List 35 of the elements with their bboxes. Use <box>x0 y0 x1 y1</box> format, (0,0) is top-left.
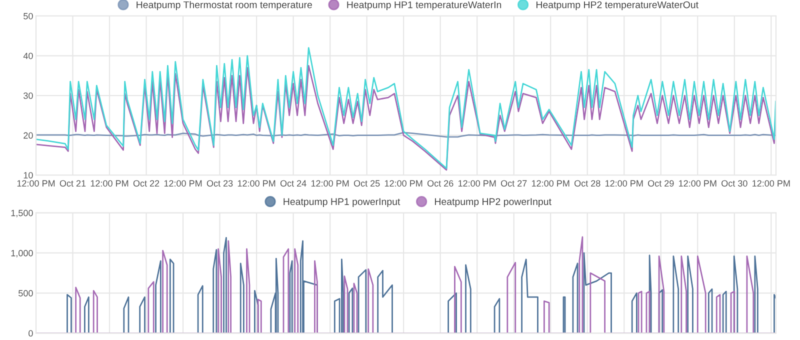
x-tick-label: 12:00 PM <box>17 180 55 187</box>
x-tick-label: Oct 25 <box>354 180 380 187</box>
y-tick-label: 30 <box>24 92 33 99</box>
x-tick-label: 12:00 PM <box>752 180 790 187</box>
y-tick-label: 50 <box>24 12 33 20</box>
x-tick-label: 12:00 PM <box>384 180 422 187</box>
x-tick-label: Oct 27 <box>500 180 527 187</box>
legend-label: Heatpump HP1 powerInput <box>284 198 400 208</box>
x-tick-label: 12:00 PM <box>90 180 128 187</box>
y-tick-label: 20 <box>24 132 33 139</box>
x-tick-label: 12:00 PM <box>311 180 349 187</box>
x-tick-label: 12:00 PM <box>532 180 570 187</box>
x-tick-label: Oct 21 <box>60 180 86 187</box>
x-tick-label: Oct 26 <box>427 180 454 187</box>
y-tick-label: 1,500 <box>11 210 33 218</box>
x-tick-label: Oct 28 <box>574 180 600 187</box>
y-tick-label: 40 <box>23 52 33 60</box>
legend-label: Heatpump HP1 temperatureWaterIn <box>347 1 502 10</box>
x-tick-label: 12:00 PM <box>458 180 496 187</box>
legend-label: Heatpump HP2 temperatureWaterOut <box>536 1 698 10</box>
x-tick-label: Oct 22 <box>133 180 160 187</box>
x-tick-label: 12:00 PM <box>164 180 202 187</box>
x-tick-label: 12:00 PM <box>605 180 643 187</box>
y-tick-label: 10 <box>24 172 33 178</box>
y-tick-label: 1,000 <box>11 250 33 258</box>
x-tick-label: 12:00 PM <box>679 180 716 187</box>
x-tick-label: Oct 23 <box>206 180 233 187</box>
x-tick-label: Oct 29 <box>648 180 674 187</box>
x-tick-label: Oct 30 <box>722 180 748 187</box>
x-tick-label: 12:00 PM <box>238 180 276 187</box>
x-tick-label: Oct 24 <box>280 180 306 187</box>
y-tick-label: 500 <box>18 290 33 296</box>
legend-label: Heatpump HP2 powerInput <box>434 198 552 208</box>
legend-label: Heatpump Thermostat room temperature <box>136 1 312 10</box>
y-tick-label: 0 <box>28 330 33 337</box>
